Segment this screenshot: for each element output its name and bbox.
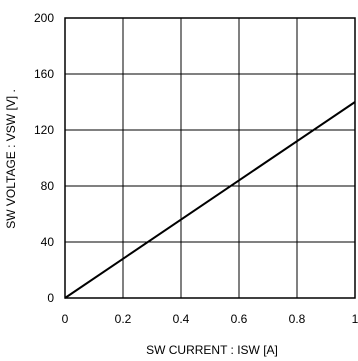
x-tick-label: 0.8 <box>289 312 306 326</box>
x-tick-label: 0.6 <box>231 312 248 326</box>
x-tick-label: 0.2 <box>115 312 132 326</box>
y-axis-label: SW VOLTAGE : VSW [V] . <box>4 89 18 229</box>
grid <box>64 17 356 299</box>
y-tick-label: 200 <box>34 11 54 25</box>
y-tick-label: 80 <box>41 179 55 193</box>
x-tick-label: 0.4 <box>173 312 190 326</box>
y-tick-label: 160 <box>34 67 54 81</box>
y-tick-label: 0 <box>47 291 54 305</box>
y-tick-labels: 0 40 80 120 160 200 <box>34 11 54 305</box>
y-tick-label: 120 <box>34 123 54 137</box>
x-axis-label: SW CURRENT : ISW [A] <box>146 343 278 357</box>
plot-frame <box>64 17 356 299</box>
x-tick-label: 0 <box>62 312 69 326</box>
series-lines <box>64 101 356 299</box>
x-tick-labels: 0 0.2 0.4 0.6 0.8 1 <box>62 312 358 326</box>
x-tick-label: 1 <box>352 312 358 326</box>
y-tick-label: 40 <box>41 235 55 249</box>
series-line <box>64 101 356 299</box>
